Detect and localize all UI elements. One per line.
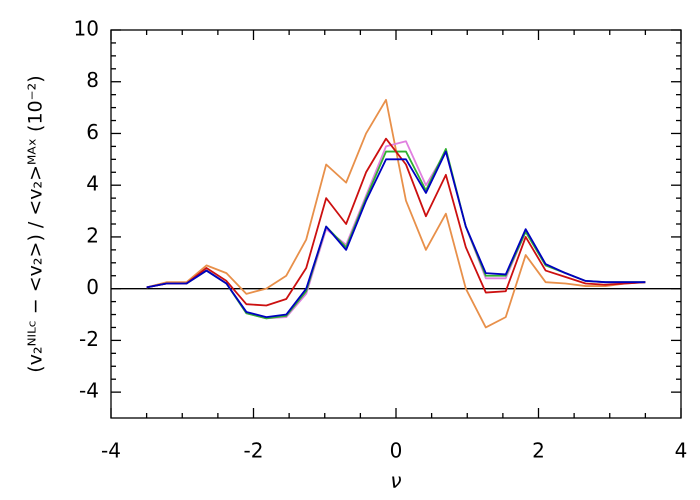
y-tick-label: 0 [86,275,99,299]
plot-frame [110,29,682,419]
x-tick-label: -2 [244,439,264,463]
series-line [146,140,646,320]
x-tick-label: 4 [675,439,688,463]
y-tick-label: -4 [79,379,99,403]
series-line [146,150,646,319]
x-tick-label: 2 [532,439,545,463]
x-axis-label: ν [390,469,401,493]
y-tick-label: -2 [79,327,99,351]
series-line [146,98,646,329]
series-line [146,137,646,307]
x-tick-label: 0 [390,439,403,463]
y-tick-label: 8 [86,68,99,92]
series-line [146,148,646,320]
y-tick-label: 4 [86,172,99,196]
y-tick-label: 6 [86,120,99,144]
y-tick-label: 2 [86,223,99,247]
y-tick-label: 10 [74,17,99,41]
x-tick-label: -4 [101,439,121,463]
y-axis-label: (v₂ᴺᴵᴸᶜ − <v₂>) / <v₂>ᴹᴬˣ (10⁻²) [25,75,47,372]
